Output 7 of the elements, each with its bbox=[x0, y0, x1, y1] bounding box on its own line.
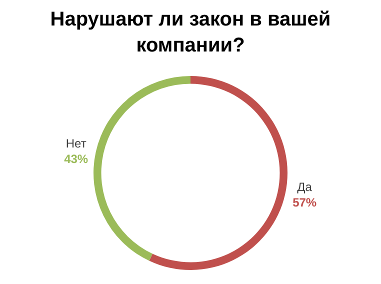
slice-label: Да bbox=[297, 180, 312, 194]
slice-label: Нет bbox=[66, 136, 87, 150]
donut-slice bbox=[94, 76, 190, 261]
data-label: 43% bbox=[64, 152, 88, 166]
chart-title: Нарушают ли закон в вашей компании? bbox=[50, 8, 331, 57]
data-label: 57% bbox=[292, 196, 317, 210]
donut-slice bbox=[149, 76, 288, 270]
